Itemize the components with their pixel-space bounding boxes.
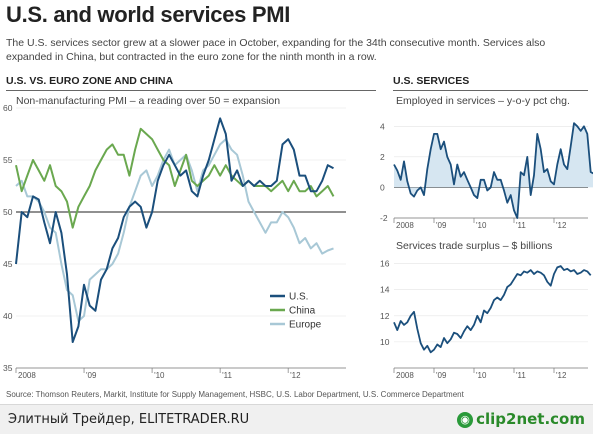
right-section-rule <box>393 90 588 91</box>
y-tick-label: -2 <box>380 213 388 223</box>
logo-text: clip2net.com <box>476 410 585 428</box>
pmi-chart-title: Non-manufacturing PMI – a reading over 5… <box>16 95 281 107</box>
page-subtitle: The U.S. services sector grew at a slowe… <box>6 37 546 63</box>
y-tick-label: 2 <box>380 152 385 162</box>
source-note: Source: Thomson Reuters, Markit, Institu… <box>6 390 464 399</box>
y-tick-label: 10 <box>380 337 390 347</box>
x-tick-label: '09 <box>86 371 97 380</box>
x-tick-label: 2008 <box>396 221 414 230</box>
trade-surplus-line <box>393 265 592 354</box>
x-tick-label: '12 <box>290 371 301 380</box>
series-line-us <box>15 117 334 343</box>
y-tick-label: 35 <box>3 363 13 373</box>
employment-line <box>393 122 593 219</box>
footer-bar: Элитный Трейдер, ELITETRADER.RU ◉ clip2ne… <box>0 404 593 434</box>
x-tick-label: '12 <box>556 221 567 230</box>
x-tick-label: '11 <box>516 221 526 230</box>
legend-label: U.S. <box>289 292 308 303</box>
employment-area <box>394 123 593 218</box>
y-tick-label: 0 <box>380 182 385 192</box>
clip2net-icon: ◉ <box>457 412 474 428</box>
y-tick-label: 45 <box>3 259 13 269</box>
right-section-heading: U.S. SERVICES <box>393 75 470 87</box>
y-tick-label: 40 <box>3 311 13 321</box>
left-section-rule <box>6 90 376 91</box>
x-tick-label: '12 <box>556 371 567 380</box>
legend-label: Europe <box>289 320 322 331</box>
y-tick-label: 60 <box>3 103 13 113</box>
page-title: U.S. and world services PMI <box>6 2 291 27</box>
y-tick-label: 16 <box>380 259 390 269</box>
x-tick-label: '11 <box>222 371 232 380</box>
x-tick-label: '11 <box>516 371 526 380</box>
legend-label: China <box>289 306 316 317</box>
y-tick-label: 14 <box>380 285 390 295</box>
series-line-china <box>15 127 335 229</box>
footer-text: Элитный Трейдер, ELITETRADER.RU <box>8 412 250 427</box>
x-tick-label: '09 <box>436 371 447 380</box>
trade-chart-title: Services trade surplus – $ billions <box>396 240 553 252</box>
y-tick-label: 12 <box>380 311 390 321</box>
x-tick-label: 2008 <box>396 371 414 380</box>
x-tick-label: 2008 <box>18 371 36 380</box>
y-tick-label: 50 <box>3 207 13 217</box>
y-tick-label: 4 <box>380 121 385 131</box>
x-tick-label: '10 <box>154 371 165 380</box>
left-section-heading: U.S. VS. EURO ZONE AND CHINA <box>6 75 174 87</box>
y-tick-label: 55 <box>3 155 13 165</box>
x-tick-label: '10 <box>476 221 487 230</box>
employment-chart-title: Employed in services – y-o-y pct chg. <box>396 95 570 107</box>
x-tick-label: '09 <box>436 221 447 230</box>
clip2net-logo: ◉ clip2net.com <box>457 410 585 428</box>
x-tick-label: '10 <box>476 371 487 380</box>
